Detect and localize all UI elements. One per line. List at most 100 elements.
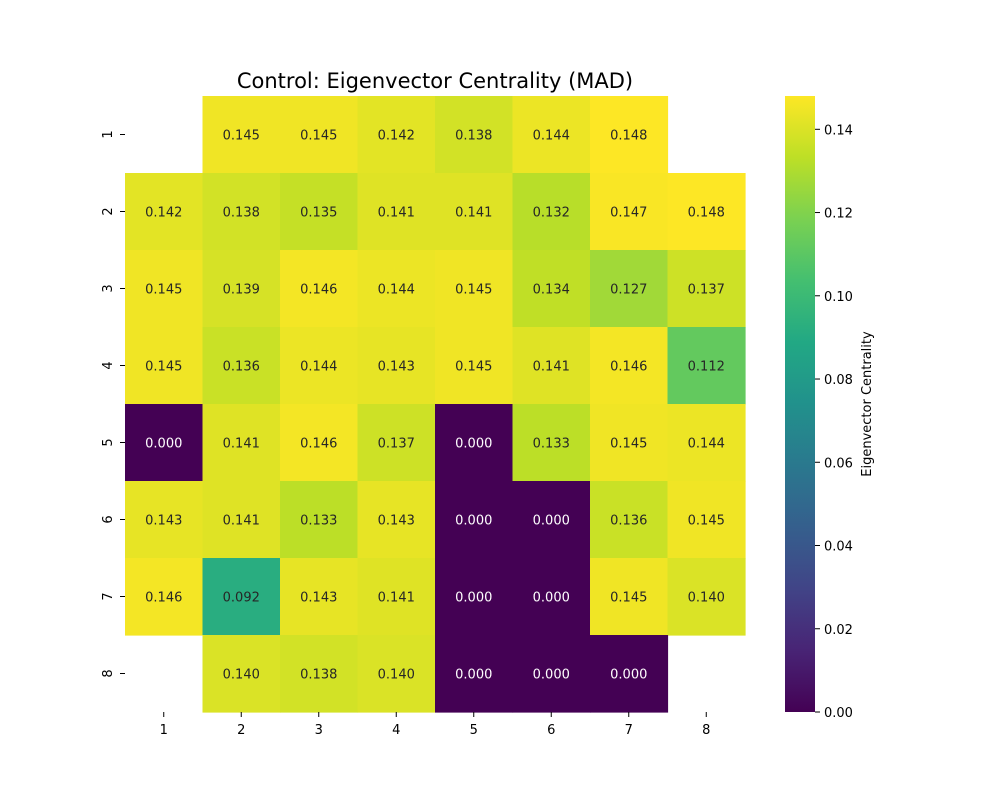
heatmap-cell-r5-c3 xyxy=(280,404,359,482)
cell-value-label: 0.000 xyxy=(145,437,182,452)
y-tick-label: 1 xyxy=(101,130,116,138)
chart-title: Control: Eigenvector Centrality (MAD) xyxy=(237,69,633,93)
cell-value-label: 0.145 xyxy=(455,360,492,375)
heatmap-cell-r5-c7 xyxy=(590,404,669,482)
cell-value-label: 0.141 xyxy=(378,591,415,606)
y-tick-label: 8 xyxy=(101,669,116,677)
cell-value-label: 0.000 xyxy=(533,668,570,683)
heatmap-cell-r5-c2 xyxy=(202,404,281,482)
heatmap-cell-r1-c7 xyxy=(590,96,669,174)
heatmap-cell-r7-c2 xyxy=(202,558,281,636)
colorbar-tick-label: 0.12 xyxy=(824,207,853,222)
heatmap-cell-r4-c6 xyxy=(512,327,591,405)
cell-value-label: 0.133 xyxy=(300,514,337,529)
heatmap-cell-r6-c1 xyxy=(125,481,204,559)
cell-value-label: 0.133 xyxy=(533,437,570,452)
heatmap-cell-r2-c3 xyxy=(280,173,359,251)
cell-value-label: 0.145 xyxy=(223,129,260,144)
cell-value-label: 0.141 xyxy=(223,514,260,529)
cell-value-label: 0.142 xyxy=(378,129,415,144)
colorbar-tick-label: 0.04 xyxy=(824,540,853,555)
cell-value-label: 0.143 xyxy=(300,591,337,606)
y-tick-label: 5 xyxy=(101,438,116,446)
heatmap-cell-r1-c5 xyxy=(435,96,514,174)
heatmap-cell-r1-c2 xyxy=(202,96,281,174)
heatmap-cell-r3-c2 xyxy=(202,250,281,328)
x-tick-label: 7 xyxy=(625,723,633,738)
cell-value-label: 0.143 xyxy=(145,514,182,529)
cell-value-label: 0.138 xyxy=(223,206,260,221)
x-tick-label: 6 xyxy=(547,723,555,738)
x-tick-label: 8 xyxy=(702,723,710,738)
cell-value-label: 0.000 xyxy=(455,668,492,683)
cell-value-label: 0.135 xyxy=(300,206,337,221)
heatmap-cell-r4-c2 xyxy=(202,327,281,405)
heatmap-cell-r6-c7 xyxy=(590,481,669,559)
cell-value-label: 0.092 xyxy=(223,591,260,606)
cell-value-label: 0.139 xyxy=(223,283,260,298)
cell-value-label: 0.141 xyxy=(455,206,492,221)
cell-value-label: 0.144 xyxy=(300,360,337,375)
heatmap-cell-r5-c5 xyxy=(435,404,514,482)
heatmap-cell-r1-c6 xyxy=(512,96,591,174)
cell-value-label: 0.146 xyxy=(145,591,182,606)
cell-value-label: 0.145 xyxy=(610,591,647,606)
heatmap-cells xyxy=(125,96,746,713)
y-tick-label: 3 xyxy=(101,284,116,292)
colorbar-tick-label: 0.08 xyxy=(824,373,853,388)
colorbar-tick-label: 0.06 xyxy=(824,456,853,471)
heatmap-cell-r2-c5 xyxy=(435,173,514,251)
heatmap-cell-r2-c2 xyxy=(202,173,281,251)
heatmap-cell-r4-c5 xyxy=(435,327,514,405)
heatmap-cell-r2-c6 xyxy=(512,173,591,251)
cell-value-label: 0.146 xyxy=(610,360,647,375)
cell-value-label: 0.140 xyxy=(223,668,260,683)
heatmap-cell-r3-c7 xyxy=(590,250,669,328)
x-tick-label: 3 xyxy=(315,723,323,738)
heatmap-cell-r2-c4 xyxy=(357,173,436,251)
x-tick-label: 2 xyxy=(237,723,245,738)
cell-value-label: 0.145 xyxy=(145,283,182,298)
heatmap-cell-r8-c7 xyxy=(590,635,669,713)
heatmap-cell-r7-c1 xyxy=(125,558,204,636)
cell-value-label: 0.141 xyxy=(378,206,415,221)
colorbar-tick-label: 0.14 xyxy=(824,123,853,138)
cell-value-label: 0.000 xyxy=(455,514,492,529)
cell-value-label: 0.144 xyxy=(378,283,415,298)
cell-value-label: 0.137 xyxy=(378,437,415,452)
heatmap-cell-r7-c7 xyxy=(590,558,669,636)
y-tick-label: 4 xyxy=(101,361,116,369)
x-tick-label: 1 xyxy=(160,723,168,738)
heatmap-cell-r8-c5 xyxy=(435,635,514,713)
cell-value-label: 0.143 xyxy=(378,360,415,375)
colorbar-tick-label: 0.02 xyxy=(824,623,853,638)
cell-value-label: 0.148 xyxy=(688,206,725,221)
heatmap-cell-labels: 0.145 0.145 0.142 0.138 0.144 0.148 0.142 0.138… xyxy=(145,129,725,683)
cell-value-label: 0.000 xyxy=(455,591,492,606)
heatmap-cell-r8-c2 xyxy=(202,635,281,713)
heatmap-cell-r6-c6 xyxy=(512,481,591,559)
heatmap-cell-r7-c8 xyxy=(667,558,746,636)
heatmap-cell-r3-c6 xyxy=(512,250,591,328)
heatmap-cell-r6-c2 xyxy=(202,481,281,559)
heatmap-cell-r3-c1 xyxy=(125,250,204,328)
heatmap-cell-r2-c7 xyxy=(590,173,669,251)
cell-value-label: 0.136 xyxy=(610,514,647,529)
cell-value-label: 0.148 xyxy=(610,129,647,144)
heatmap-cell-r6-c3 xyxy=(280,481,359,559)
cell-value-label: 0.146 xyxy=(300,283,337,298)
cell-value-label: 0.112 xyxy=(688,360,725,375)
cell-value-label: 0.146 xyxy=(300,437,337,452)
heatmap-cell-r2-c8 xyxy=(667,173,746,251)
heatmap-cell-r6-c5 xyxy=(435,481,514,559)
cell-value-label: 0.144 xyxy=(688,437,725,452)
heatmap-cell-r6-c8 xyxy=(667,481,746,559)
heatmap-cell-r5-c1 xyxy=(125,404,204,482)
heatmap-cell-r4-c4 xyxy=(357,327,436,405)
cell-value-label: 0.144 xyxy=(533,129,570,144)
y-tick-label: 7 xyxy=(101,592,116,600)
cell-value-label: 0.000 xyxy=(455,437,492,452)
heatmap-cell-r5-c6 xyxy=(512,404,591,482)
cell-value-label: 0.141 xyxy=(223,437,260,452)
cell-value-label: 0.145 xyxy=(300,129,337,144)
